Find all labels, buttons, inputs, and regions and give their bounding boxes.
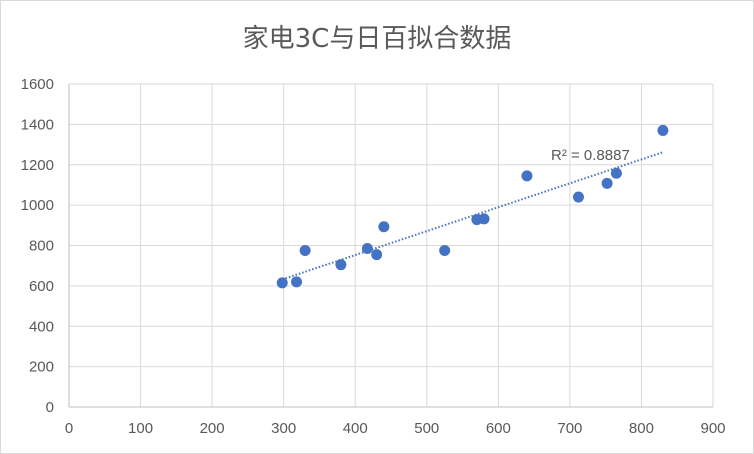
data-point	[378, 221, 390, 233]
data-point	[572, 191, 584, 203]
data-point	[291, 276, 303, 288]
x-tick-label: 300	[271, 420, 296, 437]
x-tick-label: 400	[343, 420, 368, 437]
data-point	[335, 259, 347, 271]
trendline-group	[281, 151, 664, 281]
y-tick-label: 200	[29, 359, 54, 376]
tick-labels: 0 100 200 300 400 500 600 700 800 900 0 200 400 600 80…	[21, 76, 726, 437]
y-tick-label: 1000	[21, 197, 54, 214]
x-tick-label: 600	[486, 420, 511, 437]
data-point	[478, 213, 490, 225]
y-tick-label: 600	[29, 278, 54, 295]
trendline-r2-label: R² = 0.8887	[551, 147, 630, 164]
data-point	[439, 245, 451, 257]
data-point	[610, 167, 622, 179]
data-point	[601, 177, 613, 189]
y-tick-label: 400	[29, 318, 54, 335]
axes	[68, 84, 713, 408]
x-tick-label: 100	[128, 420, 153, 437]
x-tick-label: 0	[65, 420, 73, 437]
scatter-points	[276, 124, 669, 289]
y-tick-label: 1600	[21, 76, 54, 93]
chart-title: 家电3C与日百拟合数据	[243, 24, 512, 54]
y-tick-label: 1200	[21, 157, 54, 174]
y-tick-label: 0	[46, 399, 54, 416]
x-tick-label: 200	[200, 420, 225, 437]
x-tick-label: 800	[629, 420, 654, 437]
x-tick-label: 500	[414, 420, 439, 437]
data-point	[657, 124, 669, 136]
data-point	[361, 243, 373, 255]
y-tick-label: 1400	[21, 116, 54, 133]
grid-lines	[69, 83, 714, 407]
x-tick-label: 700	[557, 420, 582, 437]
trendline	[281, 151, 664, 281]
y-tick-label: 800	[29, 238, 54, 255]
data-point	[299, 245, 311, 257]
data-point	[276, 277, 288, 289]
data-point	[521, 170, 533, 182]
data-point	[371, 249, 383, 261]
x-tick-label: 900	[700, 420, 725, 437]
